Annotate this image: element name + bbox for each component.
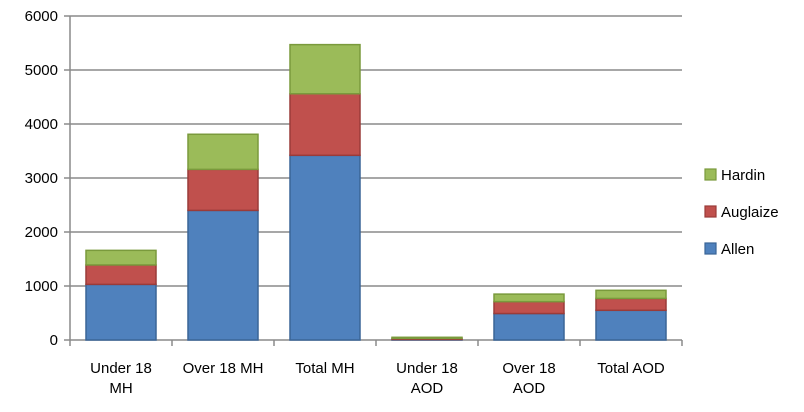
x-tick-label: Total MH — [295, 360, 354, 377]
legend: Hardin Auglaize Allen — [705, 167, 779, 258]
bar-segment-auglaize — [494, 302, 564, 314]
legend-item-hardin: Hardin — [705, 167, 765, 184]
bar-segment-allen — [188, 210, 258, 340]
legend-swatch — [705, 243, 716, 254]
x-tick-label: AOD — [513, 380, 546, 397]
bar-segment-hardin — [494, 294, 564, 302]
y-tick-label: 5000 — [25, 62, 58, 79]
bar-segment-auglaize — [86, 265, 156, 284]
bar-segment-allen — [86, 284, 156, 340]
gridlines — [70, 16, 682, 286]
y-tick-label: 1000 — [25, 278, 58, 295]
bar-segment-hardin — [290, 45, 360, 94]
legend-item-auglaize: Auglaize — [705, 204, 779, 221]
x-tick-label: Under 18 — [90, 360, 152, 377]
x-tick-label: Over 18 MH — [183, 360, 264, 377]
legend-item-allen: Allen — [705, 241, 754, 258]
y-tick-label: 4000 — [25, 116, 58, 133]
x-tick-label: AOD — [411, 380, 444, 397]
bar-segment-auglaize — [188, 169, 258, 210]
bar-segment-allen — [494, 314, 564, 340]
bar-segment-auglaize — [290, 94, 360, 156]
y-tick-label: 3000 — [25, 170, 58, 187]
bar-segment-allen — [290, 155, 360, 340]
bar-segment-hardin — [596, 290, 666, 298]
legend-label: Hardin — [721, 167, 765, 184]
bar-segment-auglaize — [596, 298, 666, 310]
bar-segment-hardin — [392, 337, 462, 338]
bar-segment-hardin — [188, 134, 258, 169]
legend-swatch — [705, 169, 716, 180]
bars — [86, 45, 666, 340]
x-tick-label: Total AOD — [597, 360, 665, 377]
x-tick-label: Under 18 — [396, 360, 458, 377]
legend-label: Allen — [721, 241, 754, 258]
x-tick-label: MH — [109, 380, 132, 397]
legend-swatch — [705, 206, 716, 217]
y-tick-label: 0 — [50, 332, 58, 349]
y-tick-label: 6000 — [25, 8, 58, 25]
x-tick-label: Over 18 — [502, 360, 555, 377]
bar-segment-hardin — [86, 250, 156, 265]
y-tick-label: 2000 — [25, 224, 58, 241]
legend-label: Auglaize — [721, 204, 779, 221]
bar-segment-allen — [596, 310, 666, 340]
